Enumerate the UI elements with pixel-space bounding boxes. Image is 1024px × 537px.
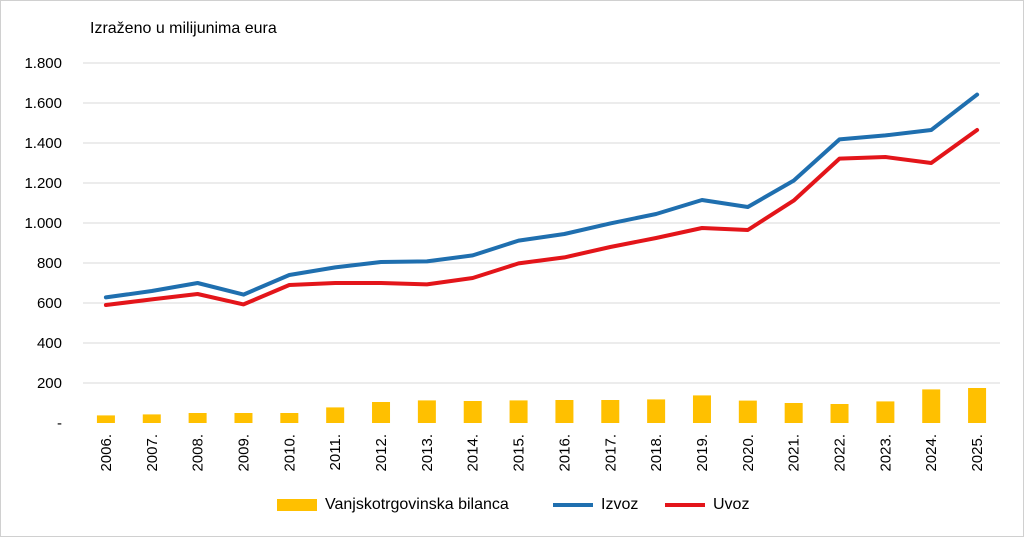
bar-bilanca [738,400,757,423]
legend-swatch-bilanca [277,499,317,511]
x-tick-label: 2010. [281,434,298,472]
x-tick-label: 2019. [694,434,711,472]
bar-bilanca [417,400,436,423]
x-tick-label: 2024. [923,434,940,472]
x-tick-label: 2017. [602,434,619,472]
legend-swatch-uvoz [665,503,705,507]
y-tick-label: 200 [37,375,62,392]
x-tick-label: 2011. [327,434,344,470]
x-tick-label: 2020. [740,434,757,472]
x-tick-label: 2018. [648,434,665,472]
bar-bilanca [280,413,299,423]
y-tick-label: 400 [37,335,62,352]
bar-bilanca [509,400,528,423]
y-tick-label: - [57,415,62,432]
bar-bilanca [968,388,987,423]
x-tick-label: 2021. [786,434,803,472]
legend-item-uvoz: Uvoz [665,496,749,514]
y-tick-label: 1.200 [24,175,62,192]
bar-bilanca [555,400,574,423]
x-tick-label: 2012. [373,434,390,472]
y-tick-label: 800 [37,255,62,272]
bar-bilanca [234,413,253,423]
bar-bilanca [830,404,849,423]
bar-bilanca [142,414,161,423]
x-tick-label: 2008. [190,434,207,472]
y-tick-label: 1.000 [24,215,62,232]
bar-bilanca [922,389,941,423]
line-uvoz [103,128,980,307]
bar-bilanca [601,400,620,423]
legend-item-bilanca: Vanjskotrgovinska bilanca [277,496,509,514]
bar-bilanca [876,401,895,423]
x-tick-label: 2022. [832,434,849,472]
bar-bilanca [188,413,207,423]
y-tick-label: 1.800 [24,55,62,72]
legend-label-izvoz: Izvoz [601,496,639,513]
x-tick-label: 2006. [98,434,115,472]
y-tick-label: 1.400 [24,135,62,152]
y-tick-label: 1.600 [24,95,62,112]
x-tick-label: 2007. [144,434,161,472]
bar-bilanca [784,403,803,423]
x-tick-label: 2023. [877,434,894,472]
legend-swatch-izvoz [553,503,593,507]
bar-bilanca [372,402,391,423]
x-tick-label: 2014. [465,434,482,472]
legend: Vanjskotrgovinska bilanca Izvoz Uvoz [0,496,1024,520]
x-tick-label: 2015. [511,434,528,472]
bar-bilanca [326,407,345,423]
x-tick-label: 2009. [235,434,252,472]
x-tick-label: 2025. [969,434,986,472]
line-izvoz [103,92,980,300]
bar-bilanca [96,415,115,423]
y-tick-label: 600 [37,295,62,312]
x-tick-label: 2013. [419,434,436,472]
bar-bilanca [647,399,666,423]
legend-label-bilanca: Vanjskotrgovinska bilanca [325,496,509,513]
unit-label: Izraženo u milijunima eura [90,20,277,37]
bar-bilanca [463,401,482,423]
legend-item-izvoz: Izvoz [553,496,638,514]
x-tick-label: 2016. [556,434,573,472]
legend-label-uvoz: Uvoz [713,496,750,513]
bar-bilanca [692,395,711,423]
